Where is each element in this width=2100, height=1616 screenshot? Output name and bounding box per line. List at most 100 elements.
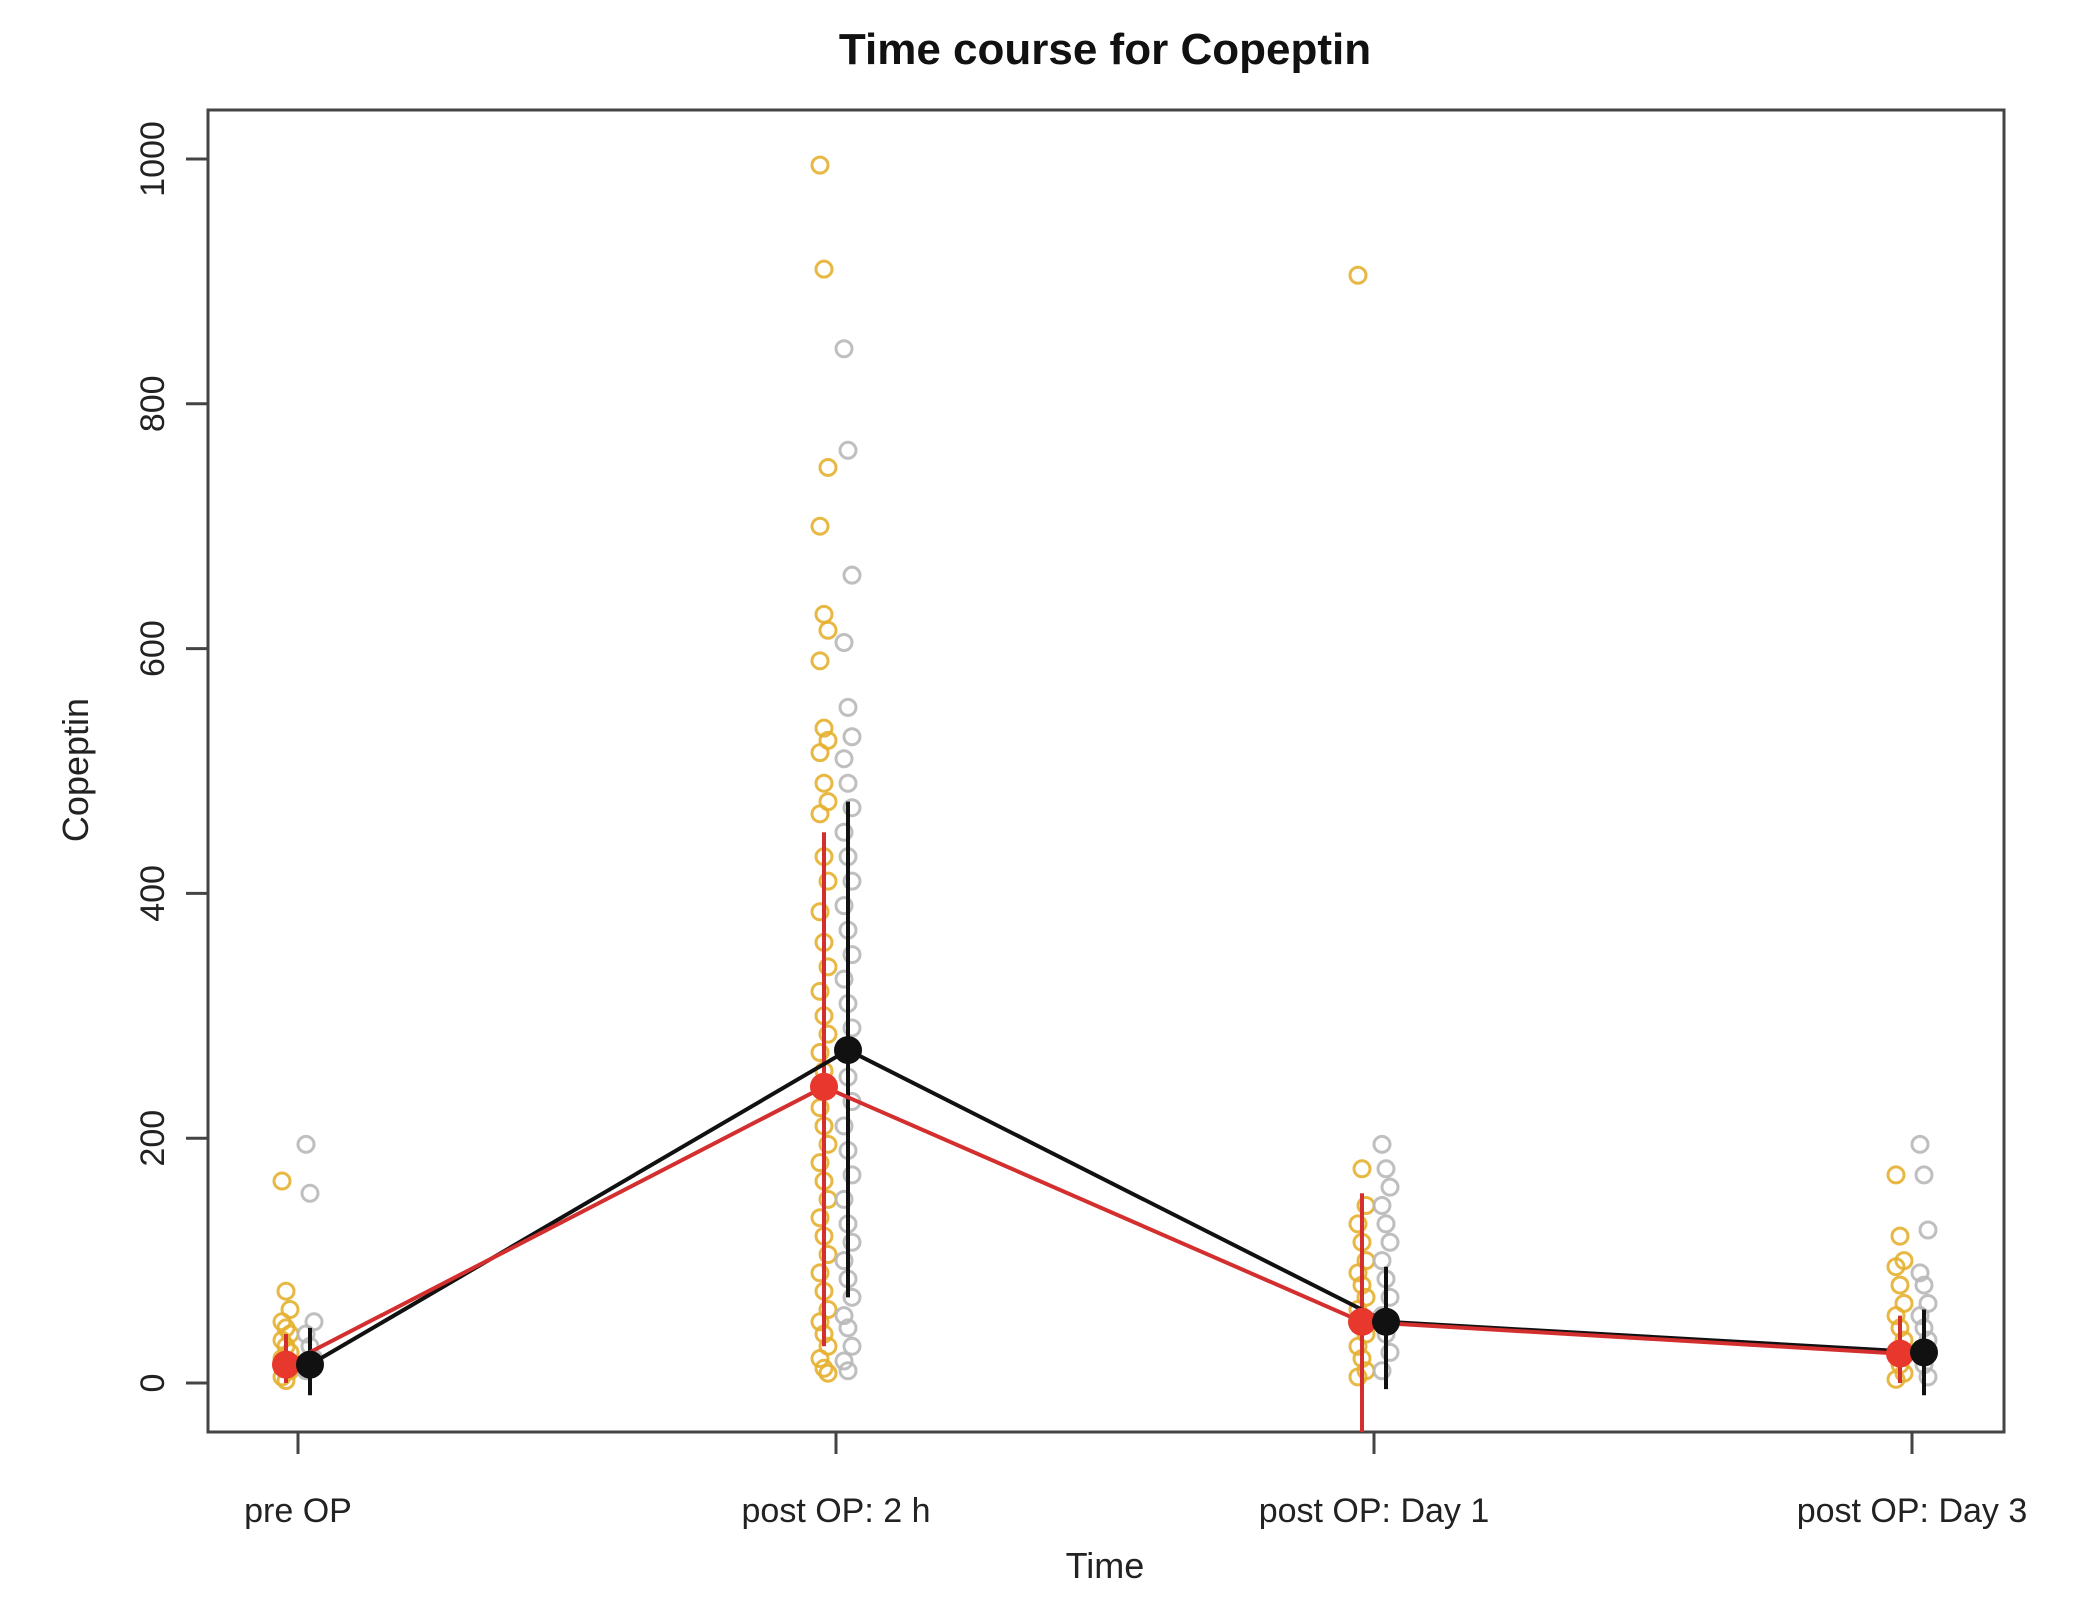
point-group-b <box>1376 1159 1396 1179</box>
point-group-a <box>1886 1306 1906 1326</box>
x-axis-label: Time <box>1066 1545 1145 1586</box>
point-group-a <box>818 871 838 891</box>
x-tick-label: post OP: Day 3 <box>1797 1492 2028 1530</box>
mean-markers <box>272 1036 1938 1379</box>
point-group-b <box>1380 1342 1400 1362</box>
point-group-b <box>834 896 854 916</box>
point-group-a <box>814 259 834 279</box>
point-group-a <box>810 743 830 763</box>
point-group-a <box>810 1312 830 1332</box>
point-group-a <box>1352 1159 1372 1179</box>
point-group-b <box>842 798 862 818</box>
point-group-b <box>838 440 858 460</box>
mean-line-group-a <box>285 1084 1901 1367</box>
point-group-b <box>834 1306 854 1326</box>
y-tick-label: 200 <box>134 1110 172 1167</box>
point-group-b <box>1372 1361 1392 1381</box>
y-axis-label: Copeptin <box>55 698 96 842</box>
point-group-a <box>814 1358 834 1378</box>
point-group-a <box>1890 1275 1910 1295</box>
point-group-a <box>818 1134 838 1154</box>
point-group-a <box>818 1024 838 1044</box>
point-group-b <box>1914 1165 1934 1185</box>
point-group-a <box>818 457 838 477</box>
point-group-a <box>810 1043 830 1063</box>
point-group-b <box>834 969 854 989</box>
y-tick-label: 0 <box>134 1374 172 1393</box>
point-group-b <box>834 1351 854 1371</box>
point-group-b <box>834 1251 854 1271</box>
y-tick-label: 800 <box>134 375 172 432</box>
point-group-b <box>842 565 862 585</box>
x-tick-label: pre OP <box>244 1492 352 1530</box>
point-group-a <box>818 1244 838 1264</box>
point-group-b <box>1380 1177 1400 1197</box>
point-group-a <box>1886 1369 1906 1389</box>
point-group-b <box>842 1287 862 1307</box>
point-group-a <box>814 604 834 624</box>
point-group-b <box>842 945 862 965</box>
mean-marker-group-a <box>1886 1339 1914 1368</box>
x-axis: pre OP post OP: 2 h post OP: Day 1 post OP:… <box>244 1430 2028 1530</box>
mean-marker-group-a <box>810 1072 838 1101</box>
point-group-b <box>1372 1196 1392 1216</box>
mean-marker-group-a <box>272 1350 300 1379</box>
x-tick-label: post OP: 2 h <box>742 1492 931 1530</box>
y-tick-label: 400 <box>134 865 172 922</box>
point-group-b <box>838 1318 858 1338</box>
mean-lines <box>285 1047 1925 1367</box>
point-group-a <box>810 1153 830 1173</box>
point-group-b <box>842 1232 862 1252</box>
point-group-b <box>1380 1232 1400 1252</box>
point-group-b <box>1910 1306 1930 1326</box>
individual-points <box>272 155 1938 1391</box>
y-tick-label: 600 <box>134 620 172 677</box>
point-group-b <box>838 773 858 793</box>
point-group-a <box>1886 1257 1906 1277</box>
mean-marker-group-b <box>1372 1307 1400 1336</box>
point-group-b <box>1376 1214 1396 1234</box>
plot-frame <box>206 108 2006 1434</box>
mean-marker-group-b <box>834 1036 862 1065</box>
mean-marker-group-b <box>1910 1338 1938 1367</box>
mean-marker-group-b <box>296 1350 324 1379</box>
point-group-a <box>814 718 834 738</box>
point-group-a <box>810 516 830 536</box>
point-group-b <box>1918 1220 1938 1240</box>
point-group-b <box>1914 1275 1934 1295</box>
point-group-a <box>276 1281 296 1301</box>
mean-marker-group-a <box>1348 1307 1376 1336</box>
point-group-b <box>838 697 858 717</box>
point-group-b <box>296 1324 316 1344</box>
point-group-b <box>1910 1134 1930 1154</box>
point-group-b <box>1918 1367 1938 1387</box>
point-group-a <box>810 902 830 922</box>
mean-line-group-b <box>308 1047 1925 1367</box>
point-group-b <box>300 1183 320 1203</box>
point-group-a <box>810 981 830 1001</box>
point-group-a <box>1890 1226 1910 1246</box>
point-group-a <box>1348 1263 1368 1283</box>
point-group-b <box>842 871 862 891</box>
point-group-b <box>834 1116 854 1136</box>
point-group-a <box>818 620 838 640</box>
x-tick-label: post OP: Day 1 <box>1259 1492 1490 1530</box>
chart-title: Time course for Copeptin <box>839 25 1371 74</box>
point-group-b <box>838 1361 858 1381</box>
y-axis: 0 200 400 600 800 1000 <box>134 121 210 1393</box>
y-tick-label: 1000 <box>134 121 172 197</box>
point-group-b <box>834 1189 854 1209</box>
point-group-a <box>1348 1367 1368 1387</box>
point-group-b <box>834 822 854 842</box>
point-group-a <box>818 957 838 977</box>
point-group-b <box>834 749 854 769</box>
point-group-a <box>272 1171 292 1191</box>
point-group-b <box>1372 1251 1392 1271</box>
point-group-a <box>810 651 830 671</box>
point-group-b <box>1380 1287 1400 1307</box>
point-group-b <box>834 339 854 359</box>
point-group-a <box>810 155 830 175</box>
point-group-a <box>1348 1214 1368 1234</box>
point-group-b <box>842 727 862 747</box>
